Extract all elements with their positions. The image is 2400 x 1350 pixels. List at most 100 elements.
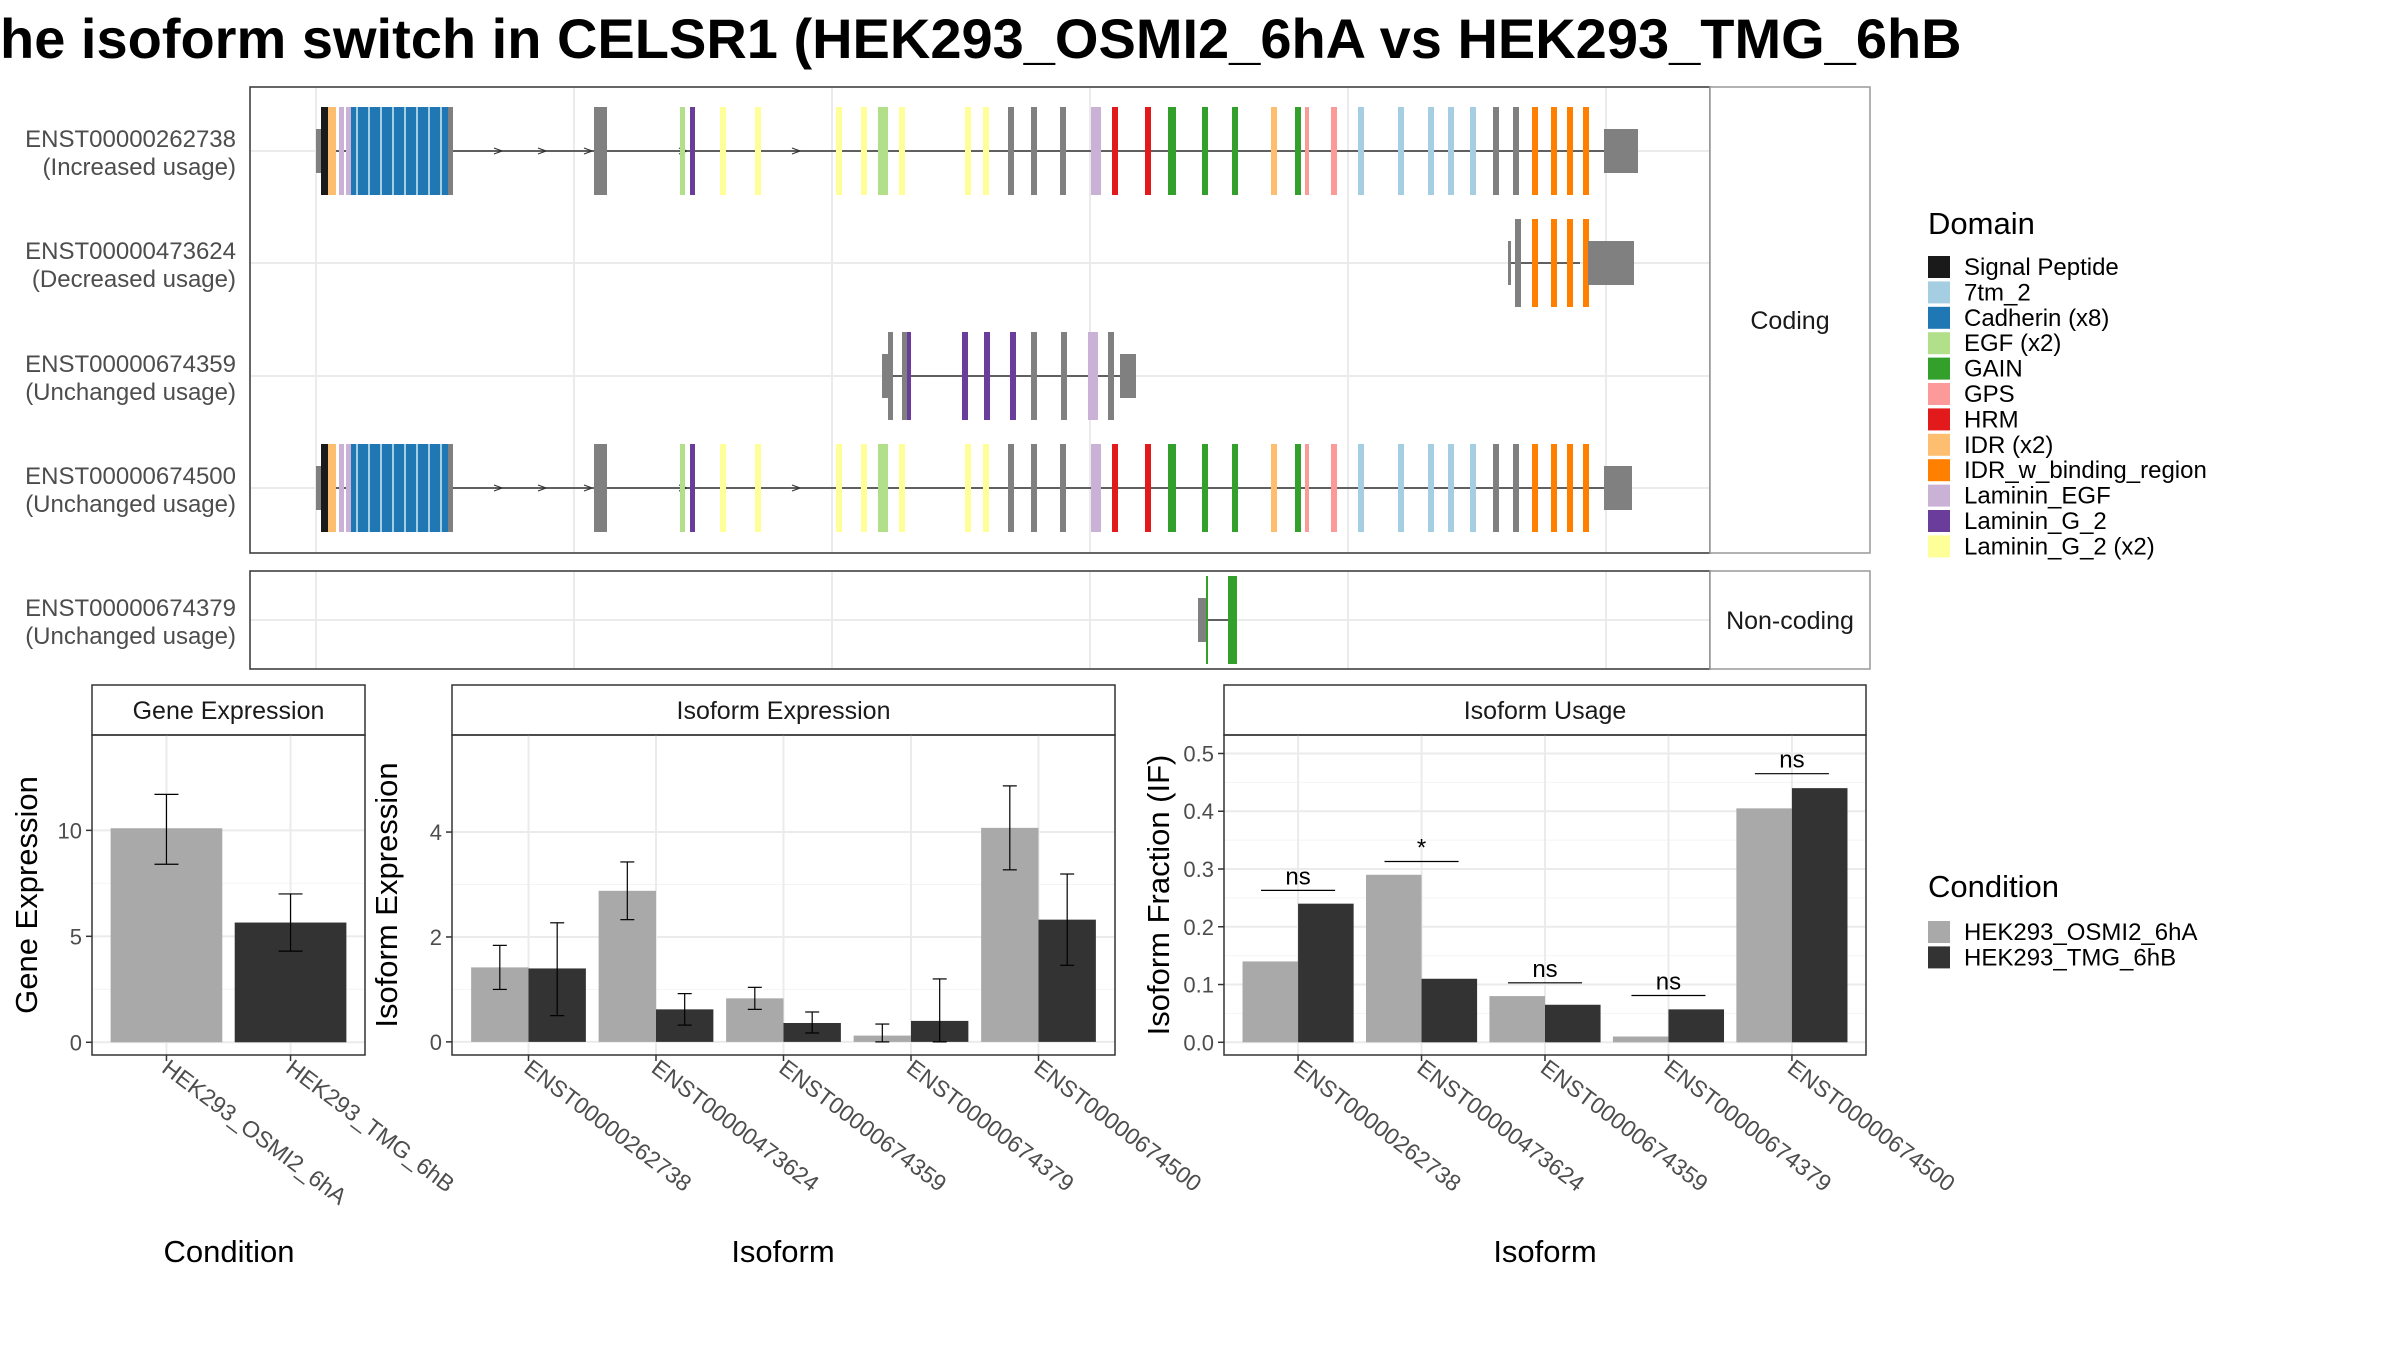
transcript-usage-label: (Decreased usage): [32, 266, 236, 293]
domain-exon: [680, 444, 685, 532]
y-tick-label: 2: [430, 925, 442, 950]
strand-arrow: [537, 147, 548, 155]
domain-exon: [836, 107, 842, 195]
domain-legend-label: GPS: [1964, 381, 2015, 408]
significance-label: ns: [1532, 956, 1557, 983]
domain-exon: [1567, 107, 1573, 195]
domain-legend-key: [1928, 256, 1950, 278]
transcript-usage-label: (Unchanged usage): [25, 623, 236, 650]
domain-exon: [1331, 444, 1337, 532]
x-axis-title: Isoform: [731, 1234, 834, 1269]
coding-exon: [1031, 444, 1037, 532]
domain-exon: [690, 107, 695, 195]
domain-exon: [720, 444, 726, 532]
panel-title: Gene Expression: [133, 697, 325, 725]
domain-exon: [328, 107, 336, 195]
domain-exon: [1168, 444, 1176, 532]
domain-legend-key: [1928, 408, 1950, 431]
domain-exon: [983, 444, 989, 532]
bar: [1791, 788, 1848, 1043]
domain-exon: [1112, 444, 1118, 532]
domain-exon: [755, 107, 761, 195]
panel-title: Isoform Usage: [1464, 697, 1627, 725]
domain-exon: [1532, 444, 1538, 532]
domain-legend-key: [1928, 484, 1950, 507]
coding-exon: [888, 332, 893, 420]
significance-label: ns: [1285, 863, 1310, 890]
coding-exon: [1031, 332, 1037, 420]
domain-exon: [984, 332, 990, 420]
x-axis-title: Isoform: [1493, 1234, 1596, 1269]
y-axis-title: Isoform Expression: [369, 762, 404, 1027]
coding-exon: [1515, 219, 1521, 307]
utr-exon: [882, 354, 890, 398]
domain-exon: [861, 107, 867, 195]
domain-exon: [1398, 107, 1404, 195]
y-tick-label: 0.1: [1183, 973, 1214, 998]
domain-legend-label: Laminin_G_2: [1964, 508, 2107, 535]
utr-exon: [1120, 354, 1136, 398]
coding-exon: [1513, 444, 1519, 532]
transcript-id-label: ENST00000262738: [25, 126, 236, 153]
coding-exon: [1008, 107, 1014, 195]
y-tick-label: 0.0: [1183, 1030, 1214, 1055]
coding-exon: [1008, 444, 1014, 532]
domain-exon: [1202, 444, 1208, 532]
panel-border: [91, 734, 366, 1056]
domain-exon: [321, 107, 331, 195]
domain-exon: [328, 444, 336, 532]
domain-exon: [755, 444, 761, 532]
domain-exon: [1551, 444, 1557, 532]
domain-legend-key: [1928, 306, 1950, 329]
strand-arrow: [493, 147, 504, 155]
condition-legend-label: HEK293_OSMI2_6hA: [1964, 919, 2197, 946]
bar: [1421, 978, 1478, 1043]
transcript-id-label: ENST00000674359: [25, 351, 236, 378]
domain-exon: [1271, 444, 1277, 532]
coding-exon: [902, 332, 907, 420]
domain-cadherin-block: [350, 444, 452, 532]
domain-exon: [1428, 444, 1434, 532]
domain-exon: [899, 444, 905, 532]
coding-exon: [1060, 444, 1066, 532]
domain-exon: [680, 107, 685, 195]
noncoding-strip: [1709, 570, 1871, 670]
domain-exon: [1271, 107, 1277, 195]
y-tick-label: 0.4: [1183, 799, 1214, 824]
transcript-usage-label: (Increased usage): [43, 154, 236, 181]
domain-exon: [1583, 444, 1589, 532]
condition-legend-key: [1928, 921, 1950, 943]
coding-exon: [1031, 107, 1037, 195]
y-tick-label: 10: [58, 818, 82, 843]
domain-exon: [1305, 444, 1309, 532]
y-tick-label: 5: [70, 924, 82, 949]
domain-legend-label: IDR_w_binding_region: [1964, 457, 2207, 484]
domain-exon: [1168, 107, 1176, 195]
domain-exon: [1448, 444, 1454, 532]
y-axis-title: Gene Expression: [9, 776, 44, 1014]
bar: [1242, 961, 1299, 1043]
bar: [1489, 996, 1545, 1043]
transcript-usage-label: (Unchanged usage): [25, 491, 236, 518]
domain-legend-label: Laminin_EGF: [1964, 483, 2111, 510]
domain-exon: [878, 444, 888, 532]
domain-exon: [1470, 107, 1476, 195]
y-tick-label: 0.3: [1183, 857, 1214, 882]
domain-exon: [1470, 444, 1476, 532]
panel-title: Isoform Expression: [677, 697, 891, 725]
domain-exon: [346, 444, 351, 532]
domain-exon: [1567, 444, 1573, 532]
panel-strip: [1223, 684, 1867, 736]
coding-exon: [1061, 332, 1067, 420]
domain-exon: [899, 107, 905, 195]
y-tick-label: 0: [70, 1030, 82, 1055]
domain-exon: [339, 107, 344, 195]
coding-exon: [594, 444, 607, 532]
utr-exon: [1588, 241, 1634, 285]
domain-exon: [690, 444, 695, 532]
domain-legend-title: Domain: [1928, 206, 2035, 241]
strand-arrow: [583, 484, 594, 492]
